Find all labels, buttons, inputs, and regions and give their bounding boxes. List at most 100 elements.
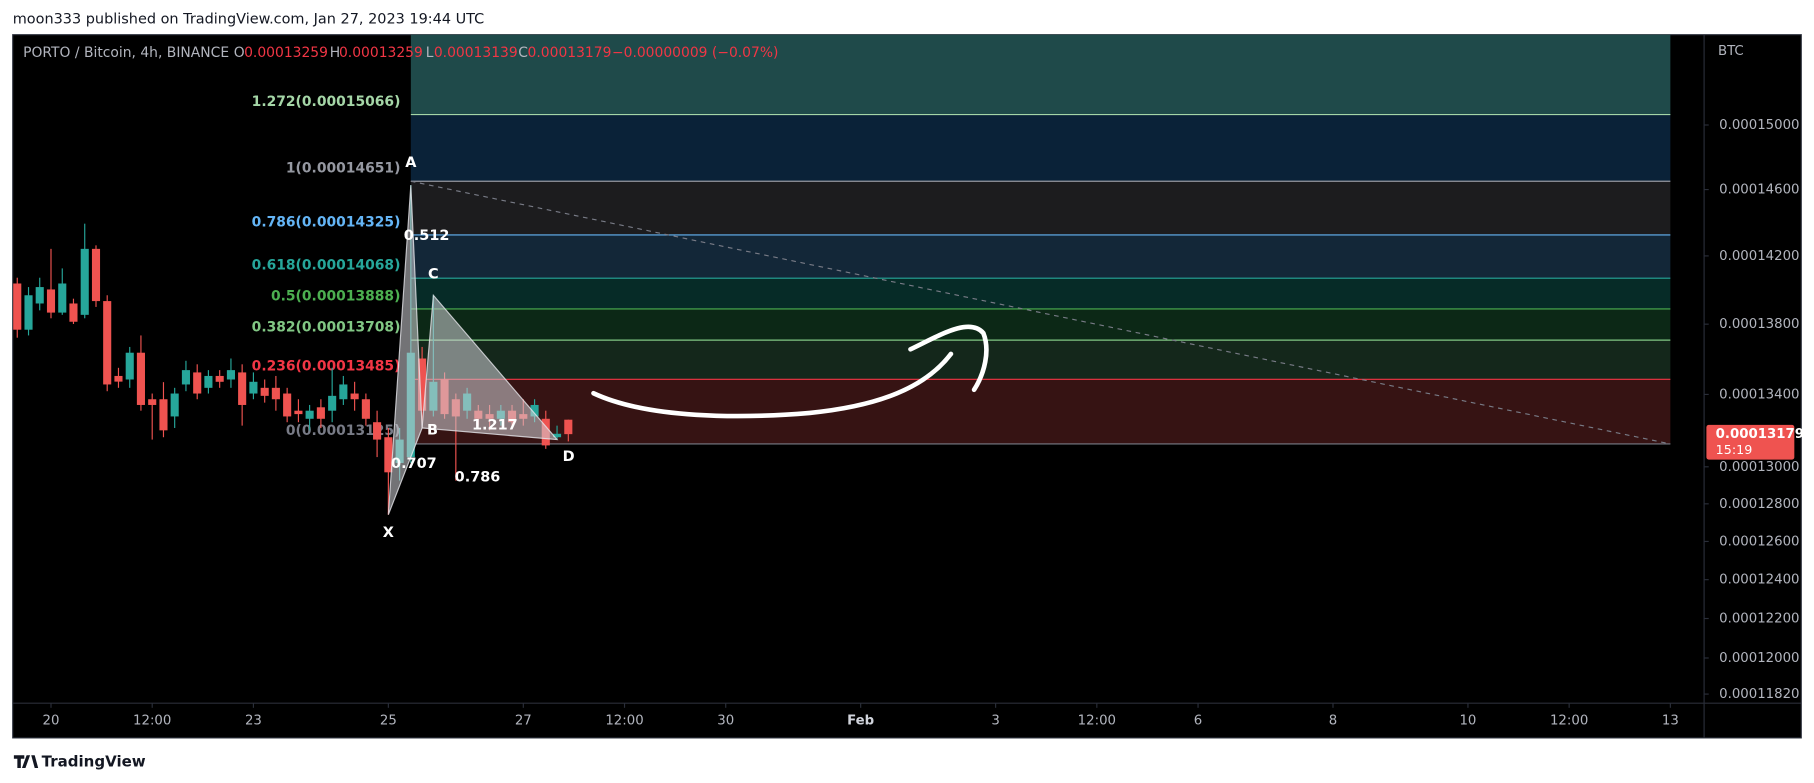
fib-label: 0.786(0.00014325) <box>252 214 401 230</box>
candle-body <box>13 283 22 330</box>
fib-label: 0.382(0.00013708) <box>252 319 401 335</box>
candle-body <box>226 370 235 380</box>
x-tick-label: 12:00 <box>1078 714 1116 729</box>
x-tick-label: 3 <box>991 714 999 729</box>
xabcd-pattern: X A B C D <box>383 155 575 541</box>
brand: TradingView <box>42 753 146 771</box>
fib-band <box>410 234 1671 279</box>
y-tick-label: 0.00013800 <box>1719 317 1799 332</box>
candle-body <box>339 384 348 400</box>
pattern-point-label: B <box>427 422 438 438</box>
candle-body <box>271 387 280 400</box>
candle-body <box>249 381 258 394</box>
axes: 0.00015000 0.00014600 0.00014200 0.00013800… <box>43 118 1800 729</box>
ohlc-key: O <box>234 45 245 61</box>
y-tick-label: 0.00014600 <box>1719 183 1799 198</box>
x-tick-label: 23 <box>245 714 262 729</box>
change: −0.00000009 (−0.07%) <box>612 45 778 61</box>
x-tick-label: 8 <box>1329 714 1337 729</box>
currency-label: BTC <box>1718 44 1744 59</box>
ohlc-value: 0.00013179 <box>528 45 612 61</box>
candle-body <box>159 399 168 431</box>
fib-label: 1.272(0.00015066) <box>252 94 401 110</box>
fib-label: 0.618(0.00014068) <box>252 258 401 274</box>
y-tick-label: 0.00012200 <box>1719 612 1799 627</box>
candle-body <box>58 283 67 313</box>
fib-band <box>410 34 1671 115</box>
pattern-triangle <box>421 293 559 441</box>
fib-trend-line <box>410 180 1671 445</box>
candle-body <box>170 393 179 417</box>
candle-body <box>564 419 573 435</box>
candle-body <box>316 407 325 419</box>
fib-band <box>410 181 1671 235</box>
candle-body <box>91 248 101 302</box>
x-tick-label: Feb <box>847 714 874 729</box>
x-tick-label: 12:00 <box>133 714 171 729</box>
brand-logo <box>13 755 39 768</box>
candle-body <box>305 410 314 419</box>
candle-body <box>24 295 33 330</box>
x-tick-label: 20 <box>43 714 60 729</box>
candle-body <box>552 433 562 438</box>
candle-body <box>80 248 89 315</box>
fib-label: 0.236(0.00013485) <box>252 359 401 375</box>
x-tick-label: 12:00 <box>1550 714 1588 729</box>
y-tick-label: 0.00012800 <box>1719 497 1799 512</box>
ohlc-value: 0.00013139 <box>434 45 518 61</box>
candle-body <box>204 375 213 388</box>
candle-body <box>193 372 202 394</box>
candle-body <box>238 372 247 405</box>
pattern-point-label: A <box>405 155 417 171</box>
fib-retracement: 1.272(0.00015066) 1(0.00014651) 0.786(0.00… <box>252 34 1671 445</box>
ohlc-key: L <box>426 45 434 61</box>
candle-body <box>361 399 370 419</box>
symbol-title: PORTO / Bitcoin, 4h, BINANCE <box>23 45 229 61</box>
publish-note: moon333 published on TradingView.com, Ja… <box>13 12 485 28</box>
fib-band <box>410 340 1671 380</box>
x-tick-label: 12:00 <box>605 714 643 729</box>
y-tick-label: 0.00012400 <box>1719 573 1799 588</box>
fib-label: 0(0.00013125) <box>286 423 401 439</box>
price-box <box>1706 424 1795 460</box>
price-box-value: 0.00013179 <box>1716 427 1804 442</box>
x-tick-label: 27 <box>515 714 532 729</box>
candle-body <box>35 287 44 304</box>
ohlc-key: C <box>518 45 528 61</box>
candle-body <box>283 393 292 417</box>
y-tick-label: 0.00014200 <box>1719 249 1799 264</box>
x-tick-label: 25 <box>380 714 397 729</box>
candle-body <box>46 289 56 313</box>
candle-body <box>125 352 134 380</box>
fib-band <box>410 379 1671 444</box>
y-tick-label: 0.00012000 <box>1719 651 1799 666</box>
candle-body <box>294 410 303 415</box>
ratio-label: 0.707 <box>391 456 437 472</box>
fib-label: 1(0.00014651) <box>286 161 401 177</box>
fib-band <box>410 308 1671 341</box>
y-tick-label: 0.00013000 <box>1719 460 1799 475</box>
fib-band <box>410 114 1671 182</box>
x-tick-label: 10 <box>1459 714 1476 729</box>
pattern-ratios: 0.512 0.707 0.786 1.217 <box>391 228 518 486</box>
legend-header: PORTO / Bitcoin, 4h, BINANCE O 0.0001325… <box>23 45 778 61</box>
pattern-triangle <box>387 185 423 515</box>
candle-body <box>181 370 190 385</box>
candle-body <box>418 358 427 411</box>
candle-body <box>373 422 382 440</box>
y-tick-label: 0.00013400 <box>1719 387 1799 402</box>
candle-body <box>136 352 145 405</box>
x-tick-label: 13 <box>1662 714 1679 729</box>
y-tick-label: 0.00012600 <box>1719 534 1799 549</box>
pattern-point-label: C <box>428 266 439 282</box>
candle-body <box>350 393 359 400</box>
candle-body <box>215 375 224 382</box>
fib-band <box>410 278 1671 309</box>
ratio-label: 0.786 <box>455 470 501 486</box>
candle-body <box>530 404 539 417</box>
candle-body <box>148 399 157 405</box>
ohlc-key: H <box>330 45 340 61</box>
